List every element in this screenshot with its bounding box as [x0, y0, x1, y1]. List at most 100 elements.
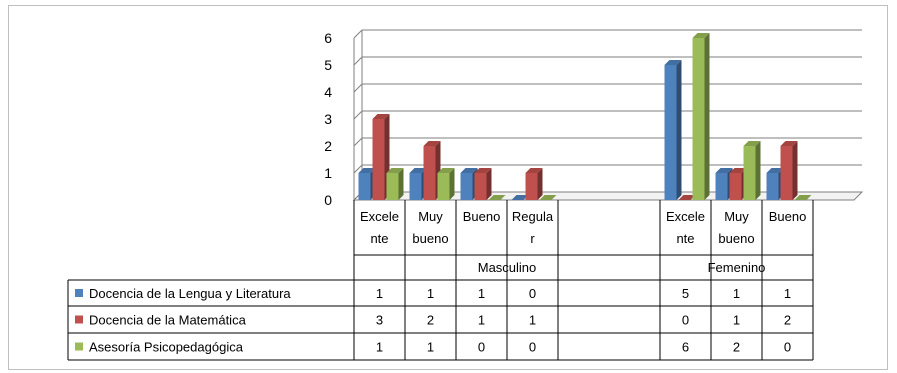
- bar: [794, 195, 812, 200]
- bar: [715, 168, 733, 200]
- data-cell: 0: [529, 340, 536, 355]
- legend-label: Asesoría Psicopedagógica: [89, 340, 244, 355]
- gridline-side: [353, 110, 363, 120]
- gridline-side: [353, 29, 363, 39]
- legend-swatch: [75, 315, 83, 324]
- legend-label: Docencia de la Matemática: [89, 313, 247, 328]
- category-label: nte: [370, 231, 388, 246]
- bar-top: [437, 168, 455, 173]
- data-cell: 0: [784, 340, 791, 355]
- gridline-side: [353, 164, 363, 174]
- bar: [780, 141, 798, 200]
- bar-top: [386, 168, 404, 173]
- bar: [539, 195, 557, 200]
- bar-top: [743, 141, 761, 146]
- bar-side: [449, 168, 455, 200]
- bar-top: [358, 168, 376, 173]
- bar-front: [358, 173, 371, 200]
- data-cell: 1: [478, 313, 485, 328]
- category-label: nte: [676, 231, 694, 246]
- bar: [386, 168, 404, 200]
- category-label: Regula: [512, 209, 554, 224]
- bar-front: [664, 65, 677, 200]
- data-cell: 1: [733, 313, 740, 328]
- bar-front: [766, 173, 779, 200]
- bar-top: [664, 60, 682, 65]
- bar-front: [692, 38, 705, 200]
- bar-front: [729, 173, 742, 200]
- category-label: Muy: [418, 209, 443, 224]
- data-cell: 0: [478, 340, 485, 355]
- bar-front: [372, 119, 385, 200]
- bar-top: [525, 168, 543, 173]
- gridline-side: [353, 137, 363, 147]
- bar-top: [715, 168, 733, 173]
- bar-top: [372, 114, 390, 119]
- bar: [664, 60, 682, 200]
- y-tick-label: 6: [324, 30, 332, 46]
- group-label: Femenino: [708, 260, 766, 275]
- category-label: Excele: [666, 209, 705, 224]
- data-cell: 1: [529, 313, 536, 328]
- y-tick-label: 2: [324, 138, 332, 154]
- bar-side: [537, 168, 543, 200]
- category-label: Excele: [360, 209, 399, 224]
- bar-front: [525, 173, 538, 200]
- bar-side: [676, 60, 682, 200]
- bar-front: [780, 146, 793, 200]
- data-cell: 5: [682, 286, 689, 301]
- bar: [474, 168, 492, 200]
- category-label: bueno: [412, 231, 448, 246]
- bar-front: [409, 173, 422, 200]
- bar-side: [486, 168, 492, 200]
- data-cell: 2: [784, 313, 791, 328]
- bar-side: [704, 33, 710, 200]
- bar: [488, 195, 506, 200]
- bar: [525, 168, 543, 200]
- bar-side: [398, 168, 404, 200]
- category-label: r: [530, 231, 535, 246]
- bar-front: [386, 173, 399, 200]
- data-cell: 1: [733, 286, 740, 301]
- data-cell: 2: [733, 340, 740, 355]
- bar-front: [474, 173, 487, 200]
- bar-top: [539, 195, 557, 200]
- bar-top: [511, 195, 529, 200]
- y-tick-label: 1: [324, 165, 332, 181]
- data-cell: 6: [682, 340, 689, 355]
- bar-top: [729, 168, 747, 173]
- bar-top: [692, 33, 710, 38]
- bar-side: [792, 141, 798, 200]
- gridline-side: [353, 83, 363, 93]
- bar: [692, 33, 710, 200]
- y-tick-label: 3: [324, 111, 332, 127]
- data-cell: 1: [376, 340, 383, 355]
- data-cell: 1: [784, 286, 791, 301]
- category-label: bueno: [718, 231, 754, 246]
- y-tick-label: 0: [324, 192, 332, 208]
- bar-front: [423, 146, 436, 200]
- data-cell: 2: [427, 313, 434, 328]
- data-cell: 0: [682, 313, 689, 328]
- bar-top: [474, 168, 492, 173]
- category-label: Bueno: [463, 209, 501, 224]
- data-cell: 3: [376, 313, 383, 328]
- bar-top: [766, 168, 784, 173]
- y-tick-label: 5: [324, 57, 332, 73]
- gridline-side: [353, 56, 363, 66]
- y-tick-label: 4: [324, 84, 332, 100]
- bar-front: [460, 173, 473, 200]
- data-cell: 1: [376, 286, 383, 301]
- bar: [511, 195, 529, 200]
- data-cell: 1: [478, 286, 485, 301]
- bar: [437, 168, 455, 200]
- legend-label: Docencia de la Lengua y Literatura: [89, 286, 291, 301]
- bar-top: [488, 195, 506, 200]
- legend-swatch: [75, 289, 83, 297]
- data-cell: 1: [427, 340, 434, 355]
- bar-side: [755, 141, 761, 200]
- bar: [678, 195, 696, 200]
- data-cell: 1: [427, 286, 434, 301]
- bar-front: [743, 146, 756, 200]
